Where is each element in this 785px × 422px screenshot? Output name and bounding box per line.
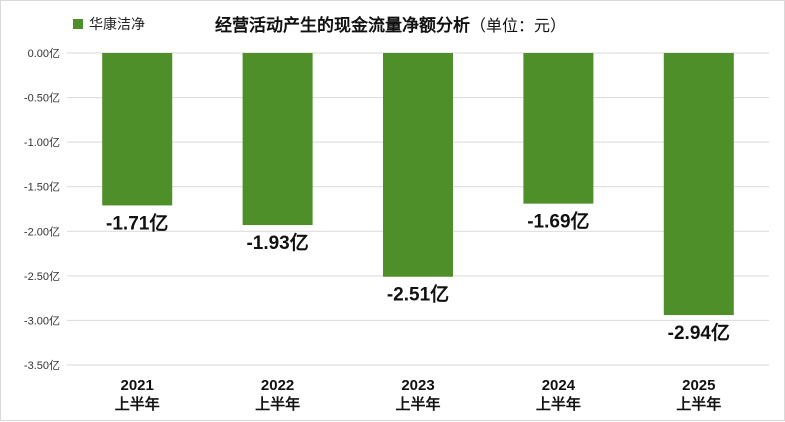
bars [102, 53, 734, 316]
x-category-label: 2024 [542, 377, 576, 394]
data-label: -1.93亿 [246, 231, 308, 254]
x-category-label: 上半年 [536, 395, 581, 413]
chart-title-main: 经营活动产生的现金流量净额分析 [215, 15, 470, 35]
x-category-label: 2022 [261, 377, 294, 394]
bar-2025 [663, 53, 734, 316]
y-tick-label: -2.00亿 [24, 225, 60, 238]
x-category-label: 上半年 [115, 395, 160, 413]
y-tick-label: -3.50亿 [24, 359, 60, 372]
data-label: -2.51亿 [387, 283, 449, 306]
y-tick-label: -0.50亿 [24, 92, 60, 105]
y-tick-label: -3.00亿 [24, 314, 60, 327]
bar-2021 [102, 53, 173, 206]
data-label: -1.71亿 [106, 211, 168, 234]
y-tick-label: 0.00亿 [28, 47, 60, 60]
y-tick-label: -1.50亿 [24, 181, 60, 194]
data-labels: -1.71亿 -1.93亿 -2.51亿 -1.69亿 -2.94亿 [106, 210, 730, 344]
legend-label: 华康洁净 [89, 16, 145, 32]
x-category-label: 2021 [121, 377, 154, 394]
y-tick-label: -2.50亿 [24, 270, 60, 283]
bar-2022 [242, 53, 313, 226]
legend-swatch [73, 19, 83, 29]
legend: 华康洁净 [73, 16, 145, 32]
y-tick-label: -1.00亿 [24, 136, 60, 149]
bar-2023 [383, 53, 453, 277]
x-category-label: 2023 [401, 377, 434, 394]
bar-2024 [523, 53, 594, 204]
y-axis: 0.00亿 -0.50亿 -1.00亿 -1.50亿 -2.00亿 -2.50亿 -3.00… [24, 47, 60, 372]
chart-title-unit: （单位：元） [470, 17, 566, 35]
data-label: -2.94亿 [668, 321, 730, 344]
x-category-label: 上半年 [255, 395, 300, 413]
x-category-label: 上半年 [395, 395, 440, 413]
data-label: -1.69亿 [527, 210, 589, 233]
x-category-label: 上半年 [676, 395, 721, 413]
chart-title: 经营活动产生的现金流量净额分析（单位：元） [215, 15, 566, 35]
x-category-label: 2025 [682, 377, 715, 394]
